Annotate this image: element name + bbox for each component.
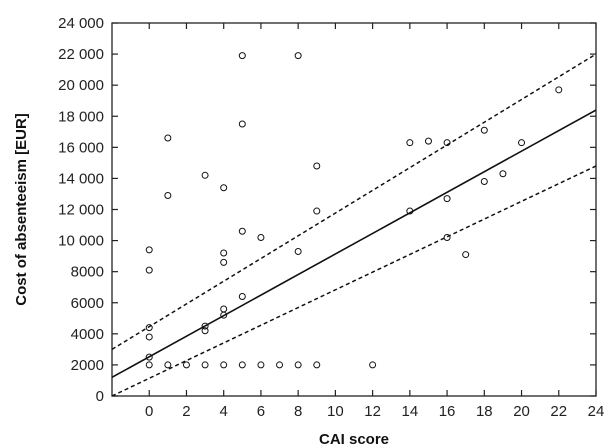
data-point — [238, 52, 246, 60]
y-tick-label: 10 000 — [58, 233, 104, 250]
data-point — [220, 258, 228, 266]
y-tick-label: 4000 — [71, 326, 104, 343]
y-tick-label: 2000 — [71, 357, 104, 374]
data-point — [443, 139, 451, 147]
data-point — [238, 227, 246, 235]
y-tick-label: 24 000 — [58, 15, 104, 32]
plot-border — [111, 22, 597, 397]
data-point — [294, 361, 302, 369]
x-tick-label: 10 — [327, 403, 344, 420]
data-point — [238, 120, 246, 128]
data-point — [220, 249, 228, 257]
x-tick-label: 0 — [145, 403, 153, 420]
data-point — [182, 361, 190, 369]
data-point — [369, 361, 377, 369]
x-tick-label: 22 — [550, 403, 567, 420]
x-tick-label: 16 — [439, 403, 456, 420]
x-tick-label: 20 — [513, 403, 530, 420]
y-tick-label: 18 000 — [58, 108, 104, 125]
y-tick-label: 6000 — [71, 295, 104, 312]
data-point — [313, 207, 321, 215]
x-tick-label: 2 — [182, 403, 190, 420]
x-tick-label: 8 — [294, 403, 302, 420]
y-tick-label: 20 000 — [58, 77, 104, 94]
data-point — [164, 192, 172, 200]
data-point — [313, 162, 321, 170]
data-point — [294, 247, 302, 255]
x-tick-label: 12 — [364, 403, 381, 420]
data-point — [406, 207, 414, 215]
confidence-band-upper — [112, 53, 596, 351]
x-tick-label: 18 — [476, 403, 493, 420]
confidence-band-lower — [112, 165, 596, 396]
data-point — [145, 324, 153, 332]
regression-line — [112, 109, 596, 379]
y-tick-label: 12 000 — [58, 202, 104, 219]
y-tick-label: 8000 — [71, 264, 104, 281]
data-point — [220, 184, 228, 192]
data-point — [499, 170, 507, 178]
plot-frame — [111, 22, 597, 397]
x-tick-label: 6 — [257, 403, 265, 420]
data-point — [313, 361, 321, 369]
data-point — [480, 178, 488, 186]
data-point — [145, 246, 153, 254]
data-point — [443, 195, 451, 203]
data-point — [424, 137, 432, 145]
data-point — [257, 361, 265, 369]
data-point — [294, 52, 302, 60]
data-point — [238, 361, 246, 369]
data-point — [555, 86, 563, 94]
data-point — [201, 171, 209, 179]
data-point — [164, 134, 172, 142]
x-tick-label: 4 — [220, 403, 228, 420]
data-point — [443, 233, 451, 241]
data-point — [238, 293, 246, 301]
y-tick-label: 16 000 — [58, 139, 104, 156]
x-tick-label: 14 — [402, 403, 419, 420]
data-point — [480, 126, 488, 134]
data-point — [145, 353, 153, 361]
fit-lines — [112, 53, 596, 396]
x-axis: 0 2 4 6 8 10 12 14 16 18 20 22 24 — [145, 23, 604, 420]
data-point — [164, 361, 172, 369]
data-points — [145, 52, 563, 369]
data-point — [145, 333, 153, 341]
data-point — [276, 361, 284, 369]
data-point — [201, 361, 209, 369]
x-axis-title: CAI score — [319, 431, 389, 448]
y-tick-label: 0 — [96, 388, 104, 405]
data-point — [220, 361, 228, 369]
y-tick-label: 22 000 — [58, 46, 104, 63]
data-point — [257, 233, 265, 241]
data-point — [145, 361, 153, 369]
data-point — [201, 327, 209, 335]
y-axis: 0 2000 4000 6000 8000 10 000 12 000 14 000 16 00… — [58, 15, 596, 405]
data-point — [406, 139, 414, 147]
data-point — [145, 266, 153, 274]
data-point — [220, 305, 228, 313]
data-point — [201, 322, 209, 330]
x-tick-label: 24 — [588, 403, 605, 420]
y-axis-title: Cost of absenteeism [EUR] — [13, 113, 30, 306]
data-point — [462, 251, 470, 259]
data-point — [518, 139, 526, 147]
y-tick-label: 14 000 — [58, 170, 104, 187]
